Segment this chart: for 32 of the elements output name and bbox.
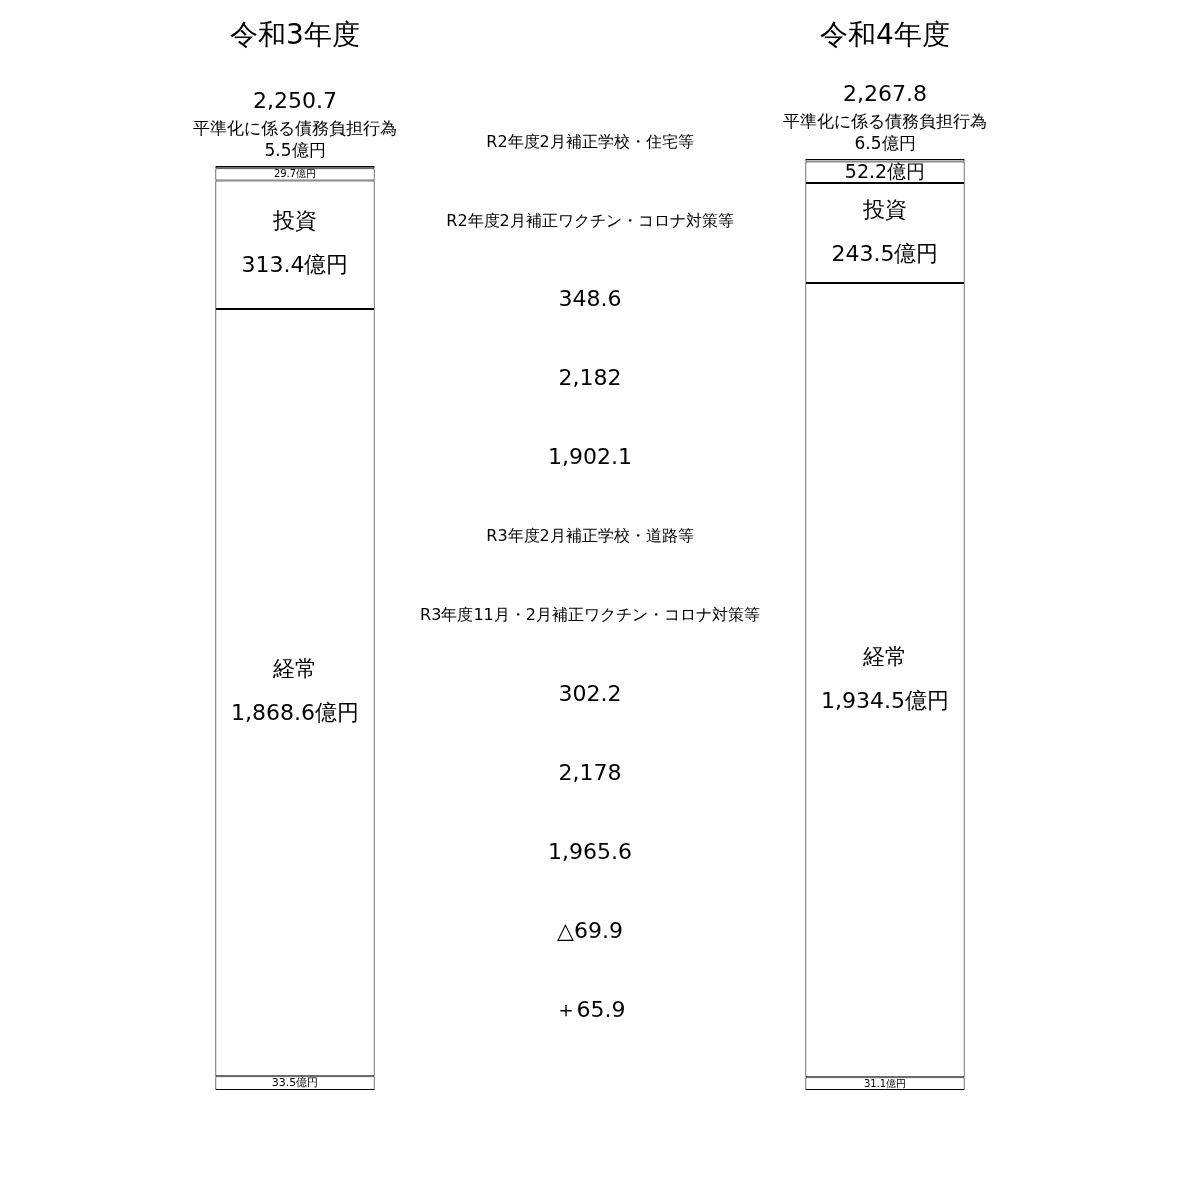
series-label: 投資 [862, 196, 907, 222]
annotation: 348.6 [558, 286, 622, 312]
data-label: 29.7億円 [273, 168, 317, 180]
annotation: △69.9 [557, 917, 623, 943]
annotation: 302.2 [558, 680, 622, 706]
data-label: 31.1億円 [863, 1077, 907, 1089]
series-label: 経常 [272, 656, 317, 682]
annotation: ＋65.9 [554, 996, 626, 1022]
x-tick-label: 令和3年度 [230, 18, 360, 52]
annotation: 1,902.1 [548, 444, 632, 470]
x-tick-label: 令和4年度 [820, 18, 950, 52]
data-label: 1,868.6億円 [231, 700, 359, 726]
annotation: R3年度11月・2月補正ワクチン・コロナ対策等 [420, 605, 760, 625]
data-label: 5.5億円 [264, 140, 326, 161]
data-label: 313.4億円 [241, 252, 349, 278]
data-label: 52.2億円 [844, 159, 926, 182]
annotation: 1,965.6 [548, 838, 632, 864]
data-label: 243.5億円 [831, 240, 939, 266]
text: 経常 [863, 643, 907, 669]
text: R2年度2月補正学校・住宅等 [486, 131, 694, 151]
text: 平準化に係る債務負担行為 [783, 111, 987, 132]
annotation: 2,178 [558, 759, 622, 785]
text: 投資 [273, 208, 317, 234]
annotation: R2年度2月補正ワクチン・コロナ対策等 [446, 210, 734, 230]
data-label: 33.5億円 [271, 1076, 319, 1090]
total-label: 2,267.8 [843, 80, 927, 106]
annotation: R3年度2月補正学校・道路等 [486, 526, 694, 546]
data-label: 6.5億円 [854, 133, 916, 154]
data-label: 1,934.5億円 [821, 687, 949, 713]
text: 平準化に係る債務負担行為 [193, 118, 397, 139]
annotation: 2,182 [558, 365, 622, 391]
total-label: 2,250.7 [253, 87, 337, 113]
